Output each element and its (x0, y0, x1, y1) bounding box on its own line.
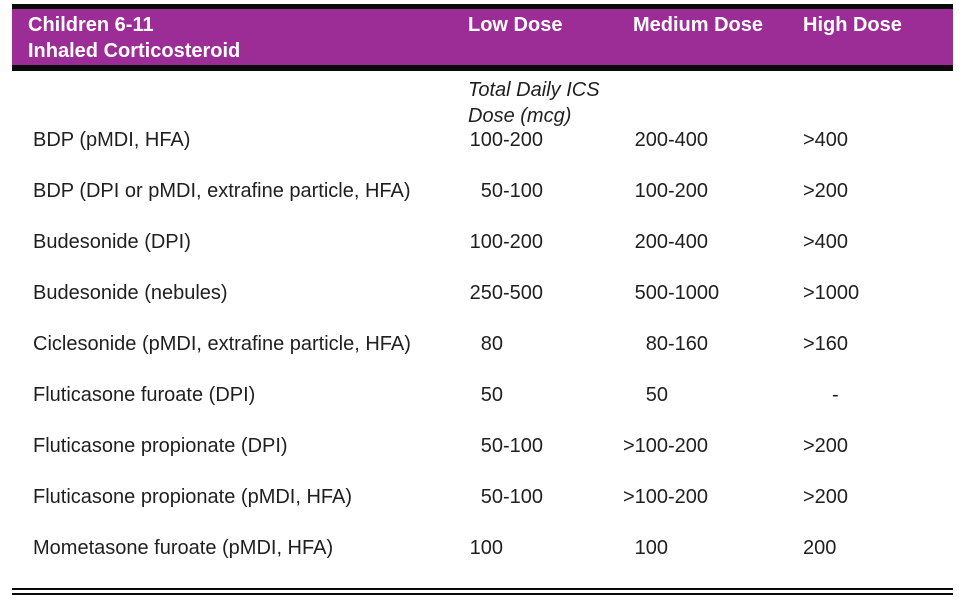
table-title-line2: Inhaled Corticosteroid (28, 40, 241, 62)
medium-dose-value: 200-400 (634, 129, 709, 151)
high-dose-value: >400 (803, 231, 849, 253)
medium-dose-value: 200-400 (634, 231, 709, 253)
drug-name: Mometasone furoate (pMDI, HFA) (33, 537, 334, 559)
table-title: Children 6-11 Inhaled Corticosteroid (12, 9, 455, 65)
table-row: BDP (pMDI, HFA) 100-200 200-400 >400 (12, 129, 953, 180)
units-subheader: Total Daily ICS Dose (mcg) (455, 71, 953, 129)
low-dose-value: 50-100 (480, 435, 544, 457)
column-header-low-dose: Low Dose (468, 14, 563, 36)
medium-dose-value: >100-200 (622, 435, 709, 457)
high-dose-value: - (832, 384, 839, 406)
table-title-line1: Children 6-11 (28, 14, 154, 36)
table-row: BDP (DPI or pMDI, extrafine particle, HF… (12, 180, 953, 231)
low-dose-value: 100-200 (469, 129, 544, 151)
drug-name: Fluticasone propionate (DPI) (33, 435, 288, 457)
low-dose-value: 250-500 (469, 282, 544, 304)
low-dose-value: 50 (480, 384, 503, 406)
table-row: Mometasone furoate (pMDI, HFA) 100 100 2… (12, 537, 953, 588)
table-row: Fluticasone propionate (DPI) 50-100 >100… (12, 435, 953, 486)
table-header-bar: Children 6-11 Inhaled Corticosteroid Low… (12, 4, 953, 71)
drug-name: BDP (DPI or pMDI, extrafine particle, HF… (33, 180, 411, 202)
drug-name: Fluticasone propionate (pMDI, HFA) (33, 486, 353, 508)
table-row: Ciclesonide (pMDI, extrafine particle, H… (12, 333, 953, 384)
high-dose-value: >200 (803, 435, 849, 457)
column-header-high-dose: High Dose (803, 14, 902, 36)
drug-name: Ciclesonide (pMDI, extrafine particle, H… (33, 333, 411, 355)
table-row: Fluticasone furoate (DPI) 50 50 - (12, 384, 953, 435)
bottom-double-rule (12, 588, 953, 595)
column-header-medium-dose: Medium Dose (633, 14, 764, 36)
low-dose-value: 50-100 (480, 486, 544, 508)
medium-dose-value: 50 (645, 384, 668, 406)
medium-dose-value: 100 (634, 537, 668, 559)
high-dose-value: 200 (803, 537, 837, 559)
high-dose-value: >200 (803, 180, 849, 202)
high-dose-value: >160 (803, 333, 849, 355)
low-dose-value: 100-200 (469, 231, 544, 253)
high-dose-value: >200 (803, 486, 849, 508)
low-dose-value: 80 (480, 333, 503, 355)
table-body: BDP (pMDI, HFA) 100-200 200-400 >400 BDP… (12, 129, 953, 588)
medium-dose-value: 500-1000 (634, 282, 720, 304)
drug-name: BDP (pMDI, HFA) (33, 129, 191, 151)
drug-name: Budesonide (DPI) (33, 231, 191, 253)
units-subheader-line1: Total Daily ICS (468, 79, 600, 101)
low-dose-value: 100 (469, 537, 503, 559)
medium-dose-value: 80-160 (645, 333, 709, 355)
subheader-spacer (12, 71, 455, 129)
high-dose-value: >400 (803, 129, 849, 151)
drug-name: Fluticasone furoate (DPI) (33, 384, 256, 406)
medium-dose-value: >100-200 (622, 486, 709, 508)
units-subheader-line2: Dose (mcg) (468, 105, 572, 127)
table-row: Budesonide (nebules) 250-500 500-1000 >1… (12, 282, 953, 333)
table-row: Budesonide (DPI) 100-200 200-400 >400 (12, 231, 953, 282)
medium-dose-value: 100-200 (634, 180, 709, 202)
low-dose-value: 50-100 (480, 180, 544, 202)
subheader-row: Total Daily ICS Dose (mcg) (12, 71, 953, 129)
drug-name: Budesonide (nebules) (33, 282, 228, 304)
high-dose-value: >1000 (803, 282, 860, 304)
ics-dose-table: Children 6-11 Inhaled Corticosteroid Low… (12, 4, 953, 595)
table-row: Fluticasone propionate (pMDI, HFA) 50-10… (12, 486, 953, 537)
